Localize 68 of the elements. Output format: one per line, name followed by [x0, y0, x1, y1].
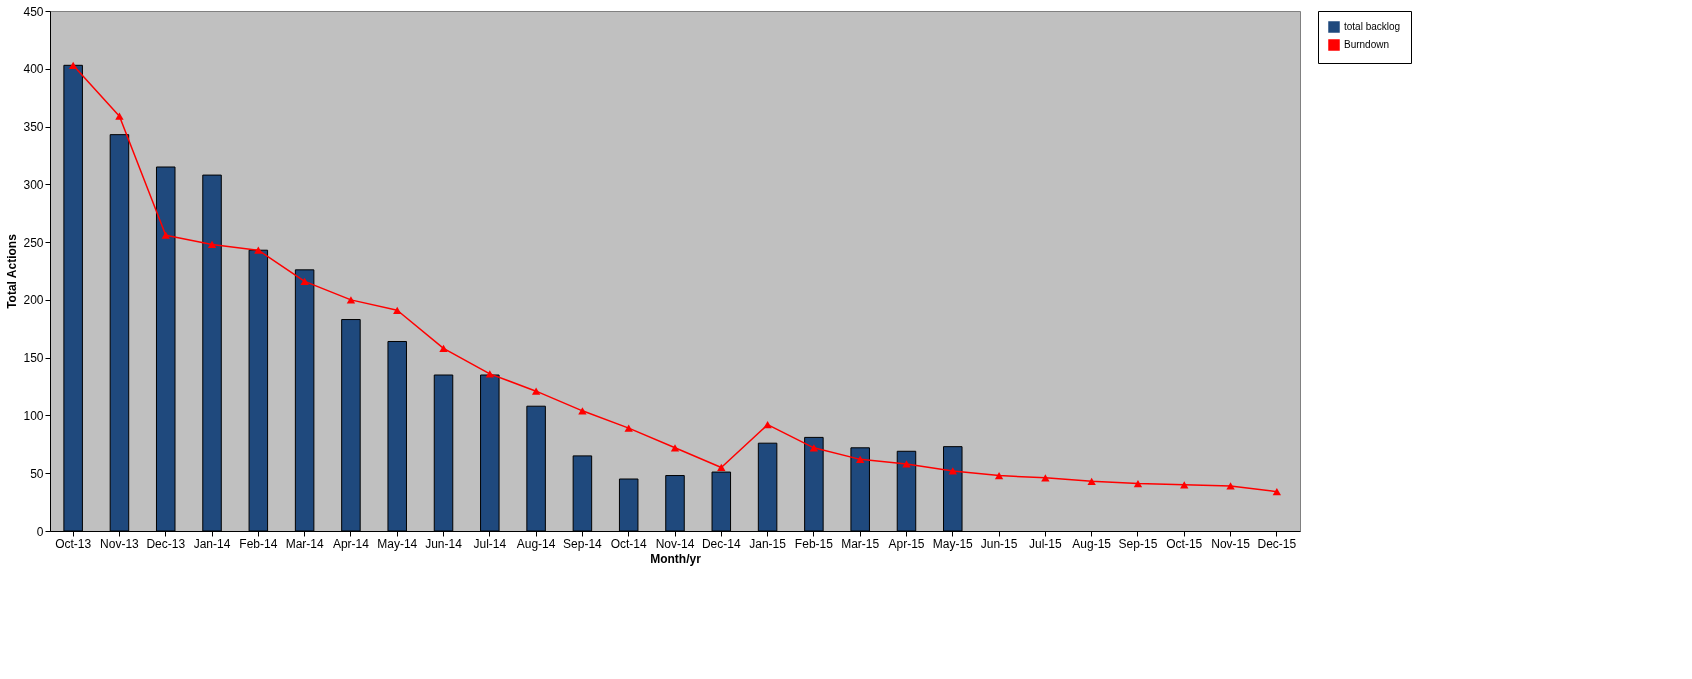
x-tick-label: Jul-15: [1029, 536, 1063, 551]
point: [902, 460, 911, 468]
point: [763, 421, 772, 429]
x-tick-label: Jan-15: [749, 536, 787, 551]
point: [439, 344, 448, 353]
point: [207, 240, 217, 249]
x-tick-label: Apr-15: [888, 536, 925, 551]
x-tick-label: Aug-15: [1072, 536, 1112, 551]
x-tick-label: Apr-14: [332, 536, 370, 551]
y-tick-label: 400: [23, 62, 44, 77]
y-tick-label: 300: [23, 177, 44, 192]
y-tick-label: 50: [30, 466, 44, 481]
x-tick-label: Nov-14: [655, 536, 695, 551]
x-tick-label: Nov-13: [100, 536, 140, 551]
x-tick-label: Mar-14: [285, 536, 324, 551]
point: [161, 231, 170, 239]
point: [1272, 488, 1282, 496]
point: [1087, 477, 1096, 485]
y-axis-title: Total Actions: [5, 233, 20, 309]
x-tick-label: May-14: [377, 536, 418, 551]
point: [485, 370, 494, 378]
x-tick-label: Aug-14: [516, 536, 556, 551]
point: [1180, 481, 1189, 489]
point: [254, 246, 263, 254]
point: [346, 296, 356, 304]
point: [578, 407, 587, 415]
x-tick-label: Dec-14: [701, 536, 741, 551]
point: [1133, 480, 1143, 488]
x-tick-label: Nov-15: [1211, 536, 1251, 551]
point: [717, 463, 726, 472]
x-axis-title: Month/yr: [650, 551, 702, 566]
x-tick-label: Oct-13: [55, 536, 92, 551]
point: [856, 455, 865, 463]
point: [68, 61, 78, 69]
point: [115, 112, 124, 120]
x-tick-label: Oct-14: [610, 536, 648, 551]
x-tick-label: Dec-13: [146, 536, 186, 551]
x-tick-label: Sep-15: [1118, 536, 1158, 551]
point: [393, 306, 402, 314]
y-tick-label: 150: [23, 351, 44, 366]
y-tick-label: 200: [23, 293, 44, 308]
x-tick-label: Jun-14: [425, 536, 463, 551]
x-tick-label: Mar-15: [841, 536, 880, 551]
x-tick-label: Feb-15: [794, 536, 834, 551]
legend-label: Burndown: [1344, 39, 1390, 50]
x-tick-label: Feb-14: [239, 536, 278, 551]
point: [1041, 474, 1050, 482]
point: [624, 424, 633, 432]
y-tick-label: 450: [23, 4, 44, 19]
point: [809, 444, 819, 452]
x-tick-label: May-15: [932, 536, 974, 551]
point: [670, 444, 680, 452]
point: [948, 467, 957, 475]
y-tick-label: 350: [23, 120, 44, 135]
point: [300, 277, 309, 286]
point: [994, 471, 1004, 480]
x-tick-label: Jul-14: [473, 536, 507, 551]
x-tick-label: Jun-15: [980, 536, 1018, 551]
x-tick-label: Jan-14: [193, 536, 231, 551]
y-tick-label: 250: [23, 235, 44, 250]
point: [1226, 482, 1235, 490]
legend-label: total backlog: [1344, 21, 1401, 32]
y-tick-label: 100: [23, 408, 44, 423]
x-tick-label: Sep-14: [563, 536, 603, 551]
point: [531, 387, 541, 395]
x-tick-label: Dec-15: [1257, 536, 1297, 551]
y-tick-label: 0: [36, 524, 44, 539]
x-tick-label: Oct-15: [1166, 536, 1203, 551]
